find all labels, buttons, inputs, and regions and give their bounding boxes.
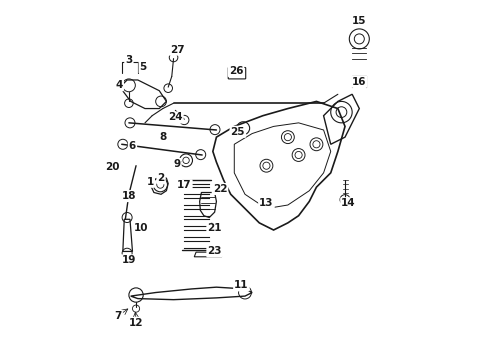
Text: 17: 17 xyxy=(177,180,192,190)
Text: 11: 11 xyxy=(234,280,249,291)
Text: 18: 18 xyxy=(122,191,136,201)
Text: 20: 20 xyxy=(105,162,120,172)
Text: 8: 8 xyxy=(159,132,167,142)
Text: 7: 7 xyxy=(115,311,122,321)
Text: 25: 25 xyxy=(231,127,245,137)
Text: 14: 14 xyxy=(341,198,356,208)
Text: 24: 24 xyxy=(168,112,183,122)
Text: 10: 10 xyxy=(134,223,148,233)
Text: 1: 1 xyxy=(147,177,154,187)
Text: 3: 3 xyxy=(125,55,132,65)
Text: 22: 22 xyxy=(213,184,227,194)
Text: 19: 19 xyxy=(122,255,136,265)
Text: 15: 15 xyxy=(352,16,367,26)
Text: 23: 23 xyxy=(207,247,222,256)
Text: 5: 5 xyxy=(140,63,147,72)
Text: 13: 13 xyxy=(259,198,274,208)
Text: 21: 21 xyxy=(207,223,222,233)
Text: 4: 4 xyxy=(116,80,123,90)
Text: 26: 26 xyxy=(229,66,244,76)
Text: 16: 16 xyxy=(352,77,367,87)
Text: 2: 2 xyxy=(157,173,165,183)
Text: 27: 27 xyxy=(170,45,184,55)
Text: 6: 6 xyxy=(129,141,136,151)
Text: 12: 12 xyxy=(129,318,143,328)
Text: 9: 9 xyxy=(173,159,181,169)
